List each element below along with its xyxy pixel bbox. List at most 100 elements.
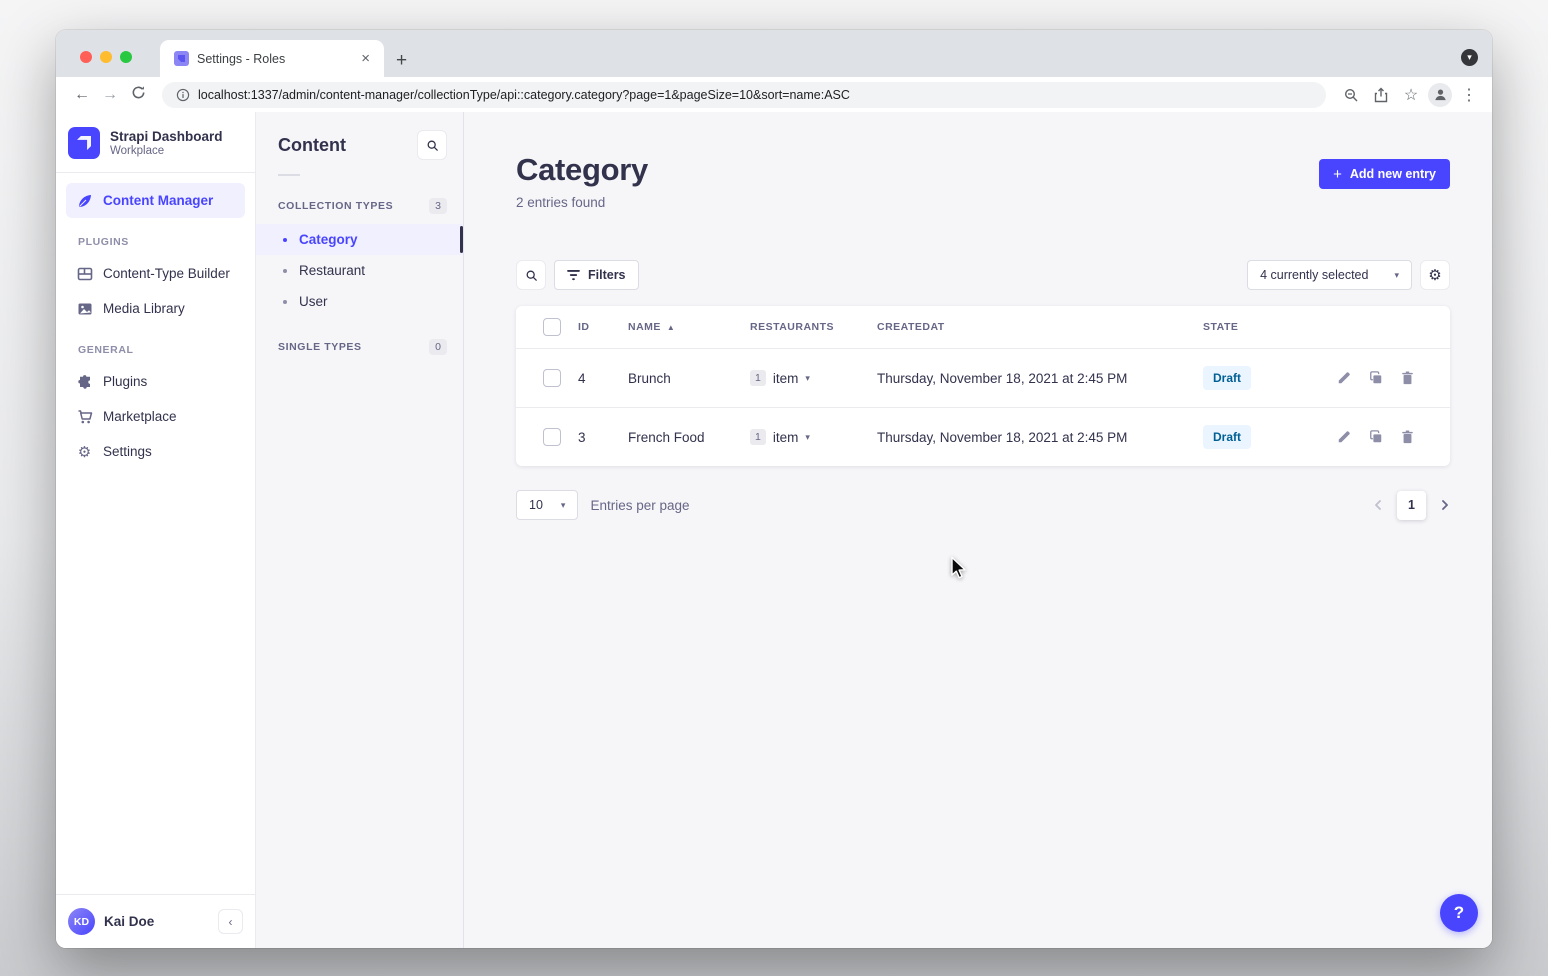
bullet-icon [283, 299, 287, 304]
chevron-down-icon: ▾ [805, 431, 810, 442]
browser-toolbar: ← → localhost:1337/admin/content-manager… [56, 77, 1492, 112]
delete-icon[interactable] [1401, 430, 1414, 444]
tab-title: Settings - Roles [197, 51, 286, 66]
tab-search-button[interactable]: ▾ [1461, 49, 1478, 66]
select-all-checkbox[interactable] [543, 318, 561, 336]
subnav-divider [278, 174, 300, 176]
column-header-id[interactable]: ID [578, 321, 590, 333]
cell-createdat: Thursday, November 18, 2021 at 2:45 PM [877, 429, 1128, 445]
help-button[interactable]: ? [1440, 894, 1478, 932]
sidebar-item-settings[interactable]: ⚙ Settings [66, 434, 245, 469]
bullet-icon [283, 268, 287, 273]
single-types-count-badge: 0 [429, 339, 447, 355]
browser-menu-icon[interactable]: ⋮ [1461, 86, 1477, 104]
sidebar-divider [56, 894, 255, 895]
sidebar-item-media-library[interactable]: Media Library [66, 291, 245, 326]
edit-icon[interactable] [1337, 430, 1351, 444]
relation-label: item [772, 429, 799, 445]
sidebar-item-content-type-builder[interactable]: Content-Type Builder [66, 256, 245, 291]
subnav-title: Content [278, 134, 346, 155]
table-search-button[interactable] [516, 260, 546, 290]
row-checkbox[interactable] [543, 369, 561, 387]
cell-name: French Food [628, 429, 705, 445]
page-size-value: 10 [529, 498, 543, 512]
table-row[interactable]: 4 Brunch 1 item ▾ Thursday, November 18,… [516, 348, 1450, 407]
tab-close-icon[interactable]: × [361, 50, 370, 67]
back-button[interactable]: ← [74, 85, 90, 103]
reload-button[interactable] [126, 85, 150, 105]
view-settings-button[interactable]: ⚙ [1420, 260, 1450, 290]
collapse-sidebar-button[interactable]: ‹ [218, 909, 243, 934]
relation-count-badge: 1 [750, 429, 766, 445]
workspace-switcher[interactable]: Strapi Dashboard Workplace [56, 112, 255, 172]
previous-page-icon[interactable] [1373, 499, 1383, 511]
next-page-icon[interactable] [1440, 499, 1450, 511]
sidebar-divider [56, 172, 255, 173]
sidebar-item-label: Plugins [103, 374, 148, 389]
address-bar[interactable]: localhost:1337/admin/content-manager/col… [162, 81, 1326, 108]
entries-count: 2 entries found [516, 195, 606, 210]
new-tab-button[interactable]: + [396, 50, 408, 71]
add-new-entry-button[interactable]: + Add new entry [1319, 159, 1450, 189]
fields-select[interactable]: 4 currently selected ▾ [1247, 260, 1412, 290]
site-info-icon[interactable] [176, 88, 190, 102]
state-badge: Draft [1203, 425, 1252, 449]
bookmark-star-icon[interactable]: ☆ [1403, 86, 1419, 104]
edit-icon[interactable] [1337, 371, 1351, 385]
close-window-button[interactable] [80, 51, 92, 63]
column-header-name[interactable]: NAME ▲ [628, 321, 676, 333]
pagination-bar: 10 ▾ Entries per page 1 [516, 490, 1450, 520]
subnav-item-category[interactable]: Category [256, 224, 463, 255]
filters-button[interactable]: Filters [554, 260, 639, 290]
column-header-state[interactable]: STATE [1203, 321, 1239, 333]
duplicate-icon[interactable] [1369, 371, 1383, 385]
browser-window: Settings - Roles × + ▾ ← → localhost:133… [56, 30, 1492, 948]
subnav-search-button[interactable] [417, 130, 447, 160]
cart-icon [76, 408, 93, 425]
cell-id: 4 [578, 370, 586, 386]
subnav-item-restaurant[interactable]: Restaurant [256, 255, 463, 286]
column-header-restaurants[interactable]: RESTAURANTS [750, 321, 835, 333]
gear-icon: ⚙ [1428, 267, 1442, 284]
filter-icon [567, 269, 580, 280]
cell-restaurants[interactable]: 1 item ▾ [750, 429, 877, 445]
sidebar-item-content-manager[interactable]: Content Manager [66, 183, 245, 218]
subnav-item-user[interactable]: User [256, 286, 463, 317]
table-header-row: ID NAME ▲ RESTAURANTS CREATEDAT STATE [516, 306, 1450, 348]
row-checkbox[interactable] [543, 428, 561, 446]
main-content: Category 2 entries found + Add new entry… [464, 112, 1492, 948]
delete-icon[interactable] [1401, 371, 1414, 385]
url-text[interactable]: localhost:1337/admin/content-manager/col… [198, 87, 850, 102]
strapi-app: Strapi Dashboard Workplace Content Manag… [56, 112, 1492, 948]
user-avatar[interactable]: KD [68, 908, 95, 935]
column-header-createdat[interactable]: CREATEDAT [877, 321, 945, 333]
forward-button[interactable]: → [102, 85, 118, 103]
sidebar-item-label: Content Manager [103, 193, 214, 208]
zoom-window-button[interactable] [120, 51, 132, 63]
sidebar-item-label: Settings [103, 444, 152, 459]
relation-label: item [772, 370, 799, 386]
entries-table: ID NAME ▲ RESTAURANTS CREATEDAT STATE 4 B… [516, 306, 1450, 466]
sidebar-item-label: Marketplace [103, 409, 177, 424]
bullet-icon [283, 237, 287, 242]
cell-restaurants[interactable]: 1 item ▾ [750, 370, 877, 386]
workspace-name: Workplace [110, 145, 165, 158]
browser-tab[interactable]: Settings - Roles × [160, 40, 384, 77]
cell-id: 3 [578, 429, 586, 445]
browser-tab-bar: Settings - Roles × + ▾ [56, 30, 1492, 77]
page-number-button[interactable]: 1 [1397, 490, 1426, 520]
browser-profile-avatar[interactable] [1428, 82, 1452, 107]
duplicate-icon[interactable] [1369, 430, 1383, 444]
minimize-window-button[interactable] [100, 51, 112, 63]
state-badge: Draft [1203, 366, 1252, 390]
sidebar-item-marketplace[interactable]: Marketplace [66, 399, 245, 434]
zoom-search-icon[interactable] [1338, 82, 1364, 108]
gear-icon: ⚙ [77, 443, 92, 461]
share-icon[interactable] [1368, 82, 1394, 108]
add-new-entry-label: Add new entry [1349, 167, 1436, 181]
sidebar-item-plugins[interactable]: Plugins [66, 364, 245, 399]
table-row[interactable]: 3 French Food 1 item ▾ Thursday, Novembe… [516, 407, 1450, 466]
user-name[interactable]: Kai Doe [104, 914, 155, 929]
page-size-select[interactable]: 10 ▾ [516, 490, 579, 520]
subnav-item-label: Category [299, 232, 358, 247]
